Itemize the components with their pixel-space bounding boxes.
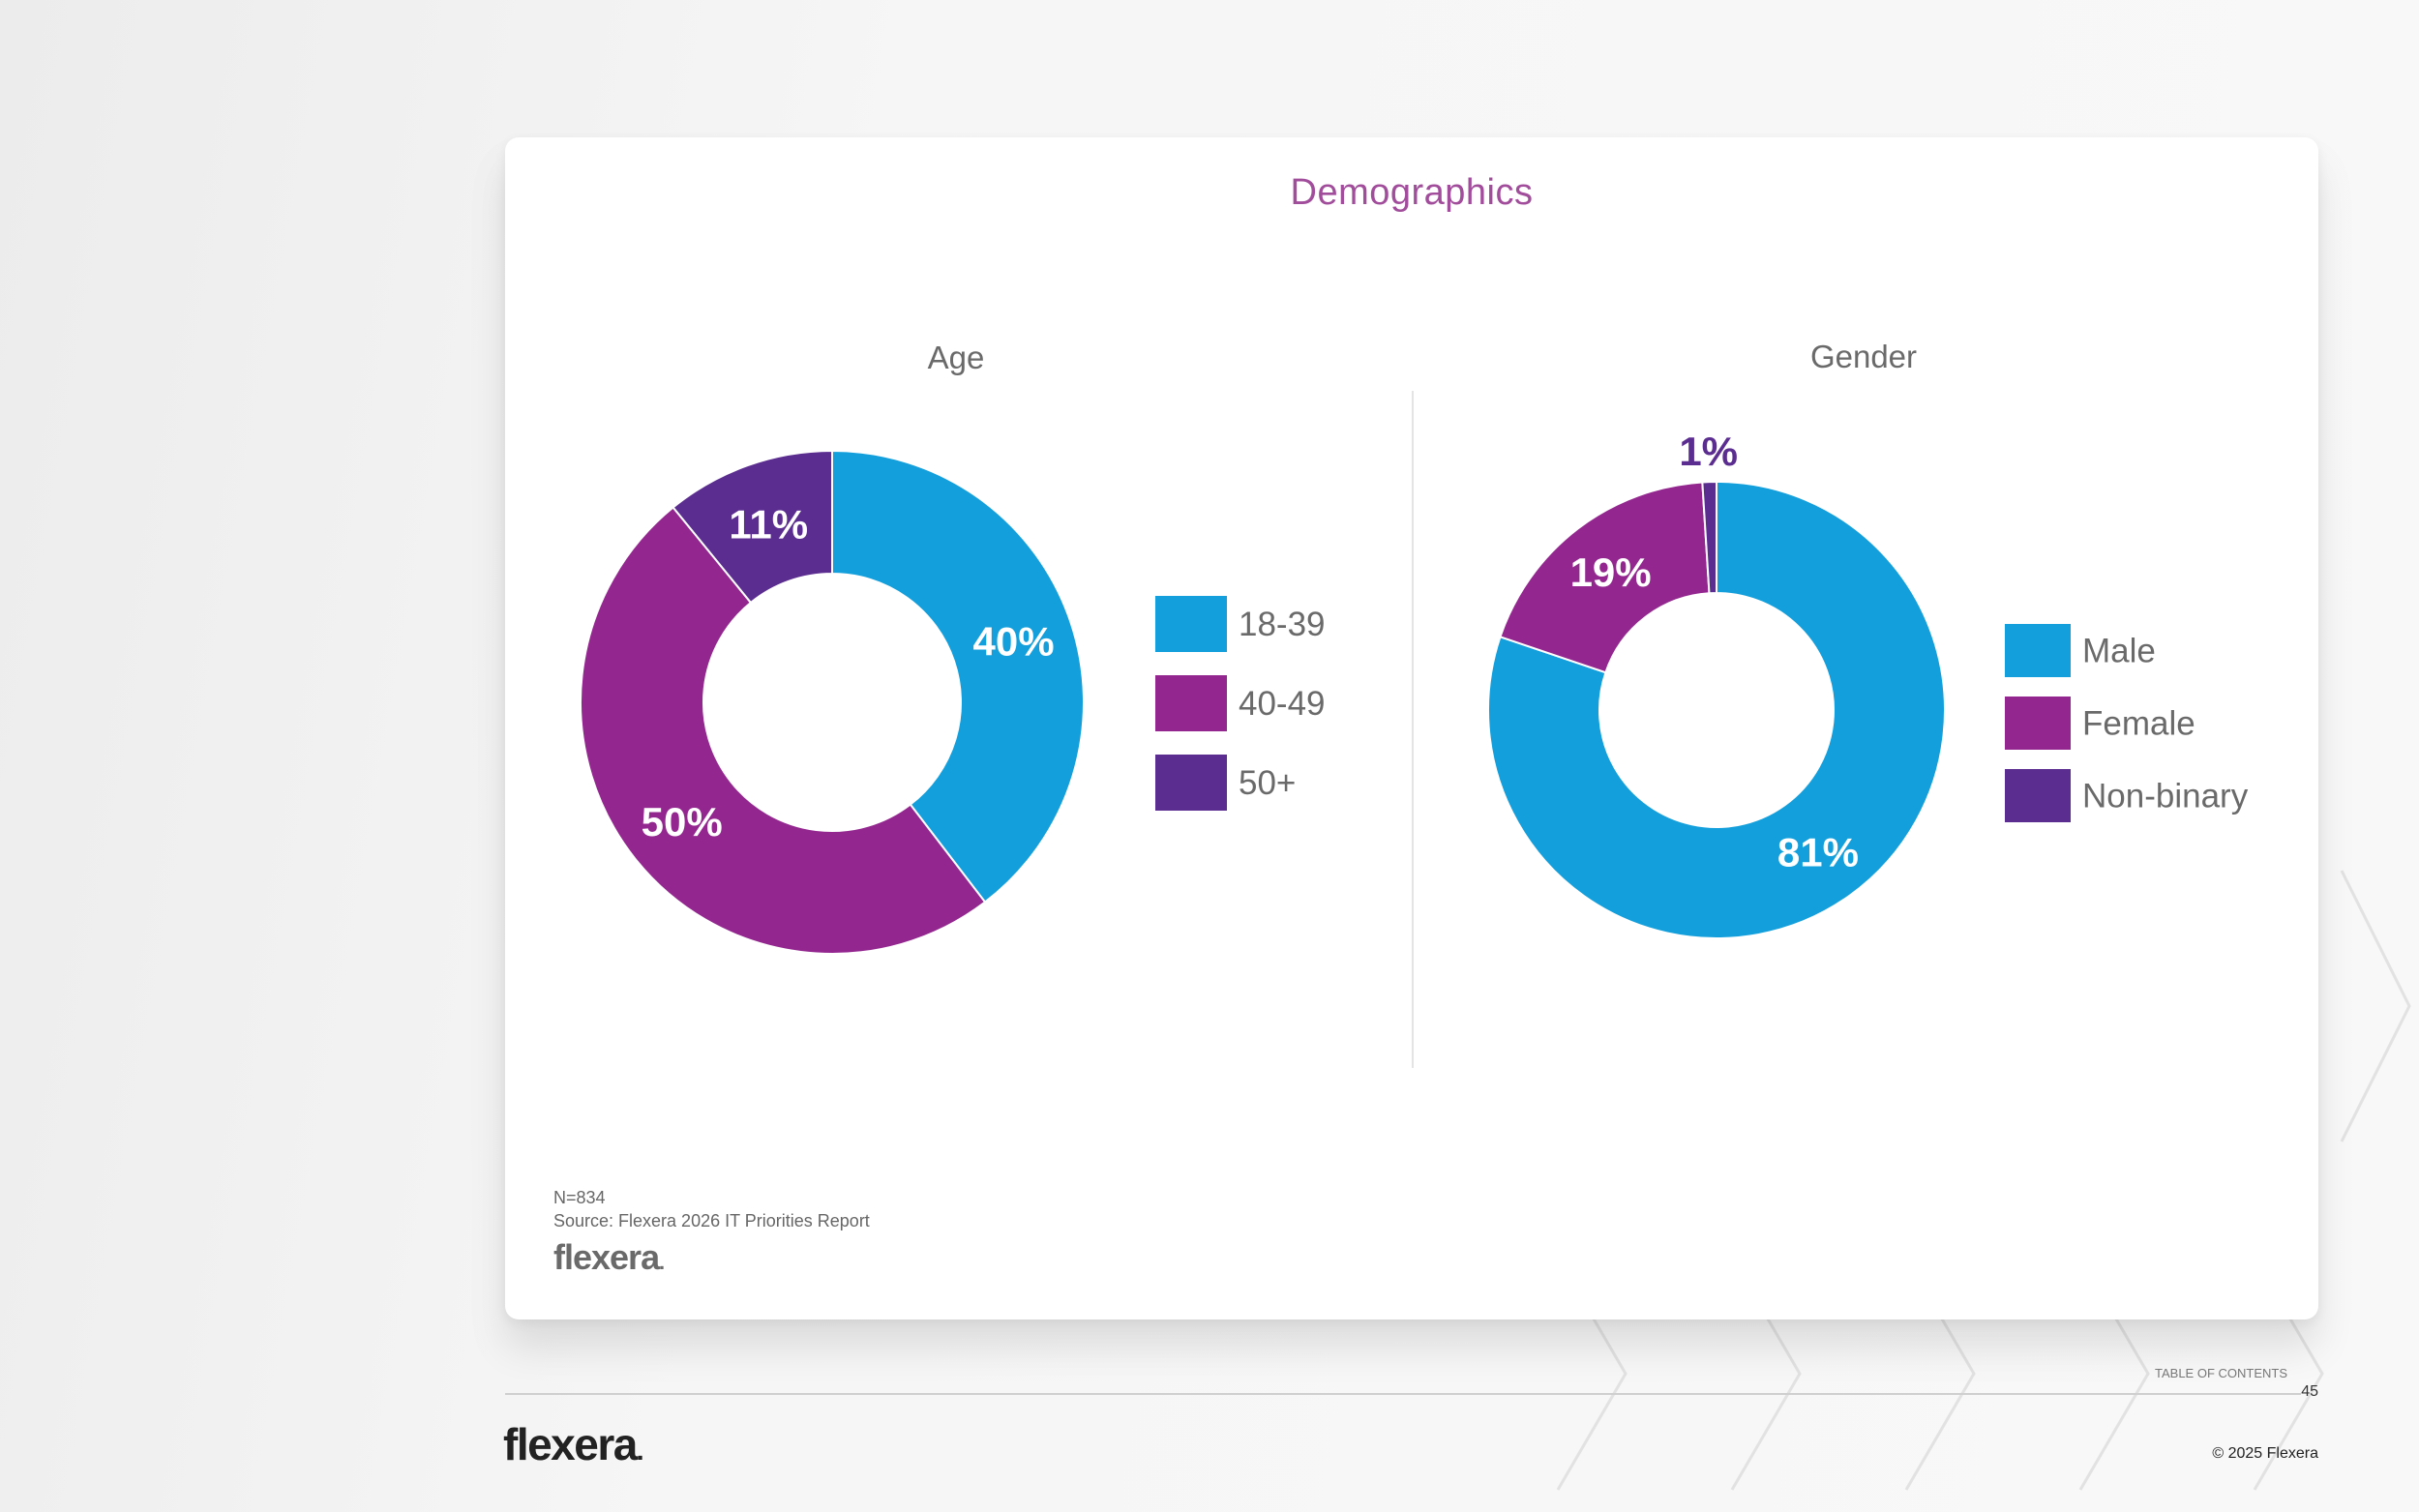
age-slice-18-39 <box>831 449 1085 904</box>
gender-legend-label-male: Male <box>2082 633 2156 670</box>
gender-legend-swatch-non-binary <box>2005 769 2071 822</box>
card-logo-dot: . <box>659 1250 665 1274</box>
copyright: © 2025 Flexera <box>2212 1445 2318 1462</box>
card-logo: flexera. <box>553 1237 665 1278</box>
gender-slice-non-binary <box>1701 480 1717 595</box>
age-legend-label-18-39: 18-39 <box>1239 606 1326 643</box>
card-logo-text: flexera <box>553 1237 660 1277</box>
gender-legend-swatch-male <box>2005 624 2071 677</box>
age-legend-swatch-50 <box>1155 755 1227 811</box>
age-label-40-49: 50% <box>642 799 723 845</box>
page-number: 45 <box>2301 1383 2318 1400</box>
footer-divider <box>505 1393 2301 1395</box>
age-legend-swatch-18-39 <box>1155 596 1227 652</box>
charts-canvas: Age 40% 50% 11% 18-39 40-49 50+ Gender 81% 19% 1% M… <box>580 339 2249 955</box>
age-slice-50 <box>672 449 833 605</box>
gender-legend-label-non-binary: Non-binary <box>2082 778 2249 815</box>
gender-chart-title: Gender <box>1810 339 1917 374</box>
page-title: Demographics <box>1290 172 1534 213</box>
age-label-18-39: 40% <box>973 618 1055 664</box>
gender-legend-label-female: Female <box>2082 705 2195 743</box>
age-slice-40-49 <box>580 506 987 955</box>
age-chart-title: Age <box>928 340 985 375</box>
footer-logo: flexera. <box>503 1418 644 1470</box>
footer-logo-dot: . <box>636 1436 644 1466</box>
chart-divider <box>1412 391 1414 1068</box>
footer-logo-text: flexera <box>503 1419 638 1469</box>
gender-label-non-binary: 1% <box>1679 429 1738 474</box>
demographics-card: Demographics Age 40% 50% 11% 18-39 40-49 50+ Ge… <box>505 137 2318 1319</box>
age-legend-label-50: 50+ <box>1239 764 1296 802</box>
age-legend-label-40-49: 40-49 <box>1239 685 1326 723</box>
gender-legend-swatch-female <box>2005 697 2071 750</box>
sample-size-note: N=834 <box>553 1188 606 1207</box>
source-note: Source: Flexera 2026 IT Priorities Repor… <box>553 1211 870 1230</box>
gender-slice-male <box>1487 480 1947 939</box>
age-label-50: 11% <box>729 501 808 547</box>
gender-label-female: 19% <box>1570 549 1652 595</box>
gender-label-male: 81% <box>1777 829 1859 875</box>
table-of-contents-link[interactable]: TABLE OF CONTENTS <box>2155 1366 2287 1380</box>
age-legend-swatch-40-49 <box>1155 675 1227 731</box>
gender-slice-female <box>1499 481 1711 674</box>
